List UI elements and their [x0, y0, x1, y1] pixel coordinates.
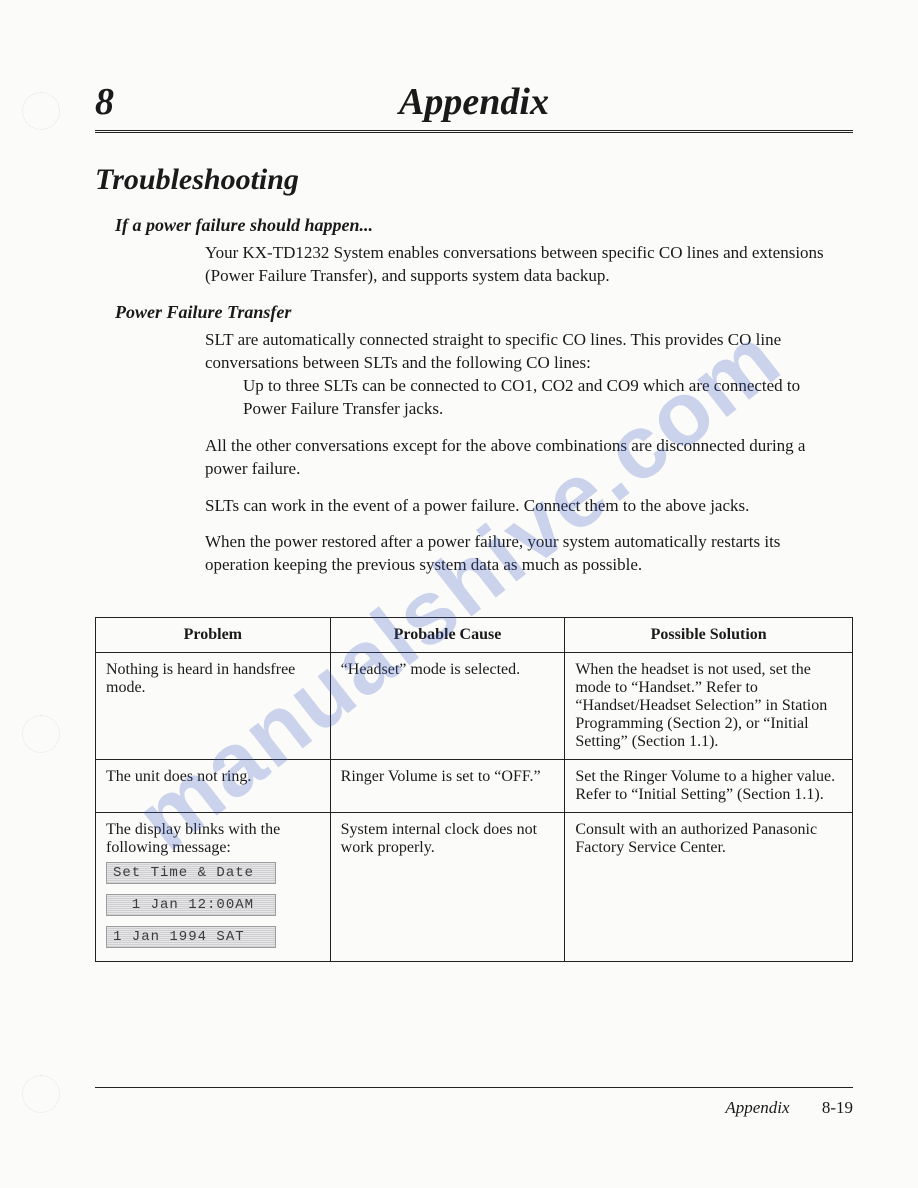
table-header-row: Problem Probable Cause Possible Solution: [96, 618, 853, 653]
body-text: SLT are automatically connected straight…: [205, 329, 843, 577]
lcd-display-line: Set Time & Date: [106, 862, 276, 884]
section-title: Troubleshooting: [95, 163, 853, 197]
paragraph: SLT are automatically connected straight…: [205, 329, 843, 421]
binder-hole-icon: [22, 715, 60, 753]
paragraph: All the other conversations except for t…: [205, 435, 843, 481]
chapter-number: 8: [95, 80, 155, 124]
page-footer: Appendix 8-19: [725, 1098, 853, 1118]
chapter-header: 8 Appendix: [95, 80, 853, 133]
troubleshooting-table: Problem Probable Cause Possible Solution…: [95, 617, 853, 962]
indented-text: Up to three SLTs can be connected to CO1…: [243, 375, 843, 421]
paragraph: SLTs can work in the event of a power fa…: [205, 495, 843, 518]
table-row: The display blinks with the following me…: [96, 813, 853, 962]
col-header-cause: Probable Cause: [330, 618, 565, 653]
paragraph: Your KX-TD1232 System enables conversati…: [205, 242, 843, 288]
footer-label: Appendix: [725, 1098, 789, 1117]
binder-hole-icon: [22, 1075, 60, 1113]
cell-solution: Set the Ringer Volume to a higher value.…: [565, 760, 853, 813]
lcd-display-line: 1 Jan 1994 SAT: [106, 926, 276, 948]
cell-cause: “Headset” mode is selected.: [330, 653, 565, 760]
cell-solution: Consult with an authorized Panasonic Fac…: [565, 813, 853, 962]
cell-problem: The unit does not ring.: [96, 760, 331, 813]
cell-cause: System internal clock does not work prop…: [330, 813, 565, 962]
footer-rule: [95, 1087, 853, 1088]
cell-problem-lead: The display blinks with the following me…: [106, 821, 280, 856]
binder-hole-icon: [22, 92, 60, 130]
body-text: Your KX-TD1232 System enables conversati…: [205, 242, 843, 288]
lcd-display-line: 1 Jan 12:00AM: [106, 894, 276, 916]
paragraph: When the power restored after a power fa…: [205, 531, 843, 577]
subheading-power-failure: If a power failure should happen...: [115, 215, 853, 236]
cell-problem: The display blinks with the following me…: [96, 813, 331, 962]
cell-solution: When the headset is not used, set the mo…: [565, 653, 853, 760]
table-row: Nothing is heard in handsfree mode. “Hea…: [96, 653, 853, 760]
subheading-pft: Power Failure Transfer: [115, 302, 853, 323]
footer-page-number: 8-19: [822, 1098, 853, 1117]
page: manualshive.com 8 Appendix Troubleshooti…: [0, 0, 918, 1188]
col-header-solution: Possible Solution: [565, 618, 853, 653]
col-header-problem: Problem: [96, 618, 331, 653]
table-row: The unit does not ring. Ringer Volume is…: [96, 760, 853, 813]
cell-problem: Nothing is heard in handsfree mode.: [96, 653, 331, 760]
chapter-title: Appendix: [155, 80, 853, 124]
paragraph-text: SLT are automatically connected straight…: [205, 330, 781, 372]
cell-cause: Ringer Volume is set to “OFF.”: [330, 760, 565, 813]
